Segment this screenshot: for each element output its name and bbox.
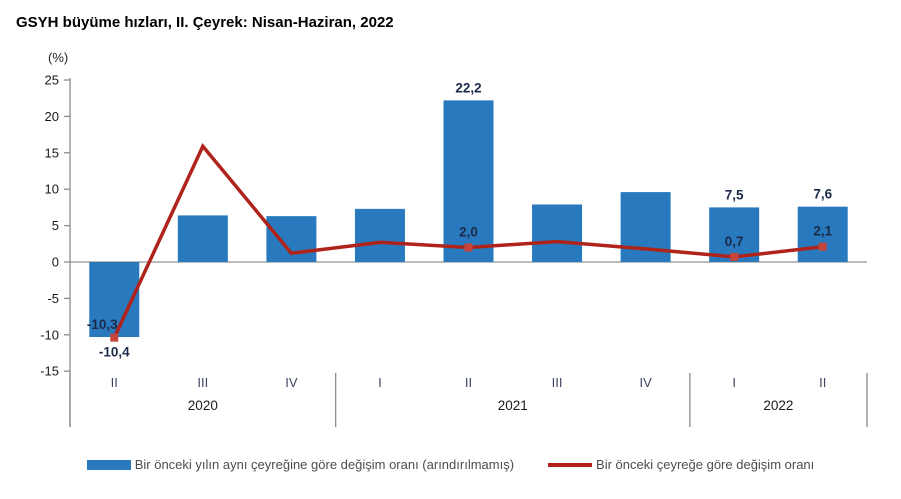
y-axis-unit-label: (%)	[48, 50, 69, 65]
bar-data-label: 22,2	[455, 80, 481, 95]
legend-item-bar-series: Bir önceki yılın aynı çeyreğine göre değ…	[86, 457, 515, 472]
quarter-label: II	[465, 375, 472, 390]
line-data-label: 2,0	[459, 224, 478, 239]
y-tick-label: 5	[52, 218, 59, 233]
bar	[709, 207, 760, 262]
bar-series-swatch-icon	[86, 459, 131, 470]
quarter-label: IV	[639, 375, 652, 390]
line-series-swatch-icon	[548, 462, 593, 467]
year-label: 2022	[763, 398, 793, 413]
y-tick-label: -5	[47, 291, 59, 306]
line-marker	[730, 252, 739, 261]
line-data-label: 2,1	[813, 224, 832, 239]
quarter-label: I	[378, 375, 382, 390]
bar	[797, 206, 848, 262]
legend-label-bar-series: Bir önceki yılın aynı çeyreğine göre değ…	[134, 457, 515, 472]
bar	[532, 204, 583, 262]
quarter-label: IV	[285, 375, 298, 390]
y-tick-label: 20	[45, 109, 59, 124]
line-marker	[110, 333, 119, 342]
line-marker	[818, 242, 827, 251]
bar-data-label: 7,6	[813, 187, 832, 202]
bar	[177, 215, 228, 262]
bar	[354, 208, 405, 262]
y-tick-label: -10	[40, 327, 59, 342]
y-tick-label: -15	[40, 364, 59, 379]
year-label: 2020	[188, 398, 218, 413]
quarter-label: III	[552, 375, 563, 390]
quarter-label: III	[197, 375, 208, 390]
year-label: 2021	[498, 398, 528, 413]
y-tick-label: 10	[45, 182, 59, 197]
legend-label-line-series: Bir önceki çeyreğe göre değişim oranı	[596, 457, 815, 472]
y-tick-label: 25	[45, 73, 59, 88]
legend-item-line-series: Bir önceki çeyreğe göre değişim oranı	[548, 457, 814, 472]
line-marker	[464, 243, 473, 252]
line-data-label: 0,7	[725, 234, 744, 249]
bar	[443, 100, 494, 262]
quarter-label: II	[111, 375, 118, 390]
bar-data-label: -10,3	[87, 317, 118, 332]
quarter-label: I	[732, 375, 736, 390]
quarter-label: II	[819, 375, 826, 390]
bar	[266, 216, 317, 262]
line-data-label: -10,4	[99, 345, 130, 360]
chart-title: GSYH büyüme hızları, II. Çeyrek: Nisan-H…	[16, 14, 394, 31]
legend: Bir önceki yılın aynı çeyreğine göre değ…	[0, 457, 901, 472]
bar-data-label: 7,5	[725, 187, 744, 202]
y-tick-label: 0	[52, 255, 59, 270]
y-tick-label: 15	[45, 145, 59, 160]
